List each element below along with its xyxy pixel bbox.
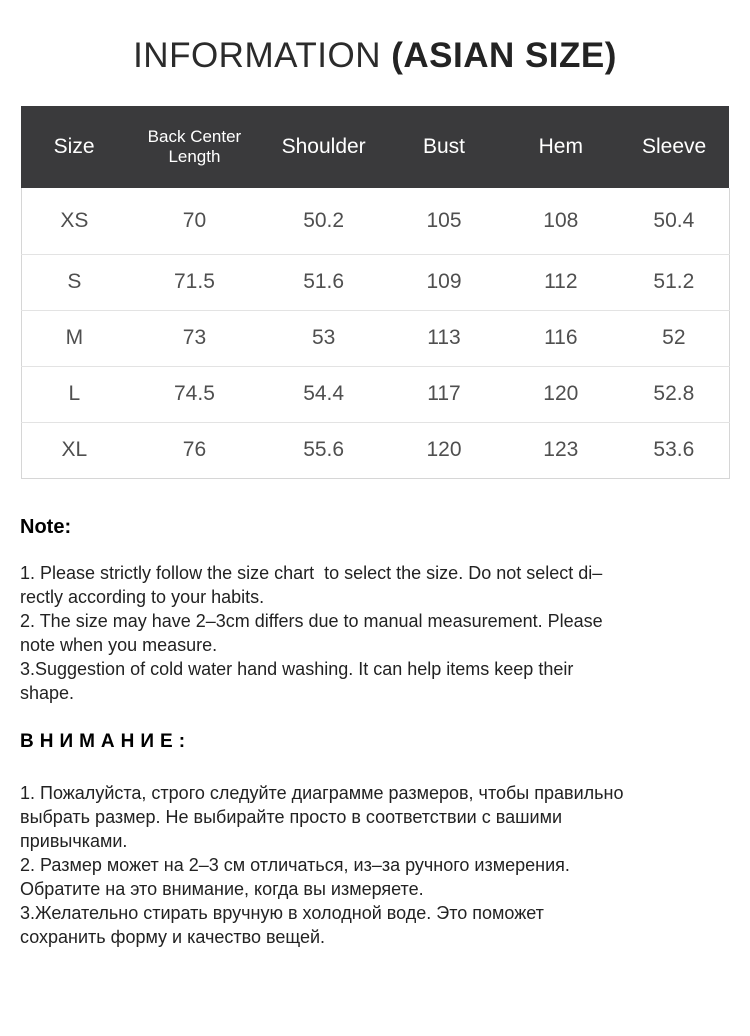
- cell-xs-size: XS: [20, 188, 128, 255]
- size-info-page: INFORMATION (ASIAN SIZE) Size Back Cente…: [0, 36, 750, 949]
- page-title: INFORMATION (ASIAN SIZE): [20, 36, 730, 76]
- cell-xl-sleeve: 53.6: [619, 422, 730, 479]
- cell-m-back-center-length: 73: [127, 310, 262, 367]
- cell-l-back-center-length: 74.5: [127, 366, 262, 423]
- cell-xl-hem: 123: [502, 422, 620, 479]
- header-cell-bust: Bust: [385, 106, 503, 188]
- cell-xl-shoulder: 55.6: [261, 422, 386, 479]
- cell-m-hem: 116: [502, 310, 620, 367]
- page-title-bold: (ASIAN SIZE): [391, 36, 617, 75]
- cell-xl-back-center-length: 76: [127, 422, 262, 479]
- cell-xs-hem: 108: [502, 188, 620, 255]
- table-row-xl: XL 76 55.6 120 123 53.6: [20, 422, 730, 479]
- cell-m-shoulder: 53: [261, 310, 386, 367]
- cell-m-bust: 113: [385, 310, 503, 367]
- cell-xl-bust: 120: [385, 422, 503, 479]
- header-cell-hem: Hem: [502, 106, 620, 188]
- note-item-2: 2. The size may have 2–3cm differs due t…: [20, 610, 603, 655]
- cell-l-hem: 120: [502, 366, 620, 423]
- attention-item-3: 3.Желательно стирать вручную в холодной …: [20, 902, 544, 947]
- cell-l-bust: 117: [385, 366, 503, 423]
- page-title-regular: INFORMATION: [133, 36, 392, 75]
- cell-l-size: L: [20, 366, 128, 423]
- attention-item-2: 2. Размер может на 2–3 см отличаться, из…: [20, 854, 570, 899]
- note-heading: Note:: [20, 515, 72, 538]
- header-cell-sleeve: Sleeve: [619, 106, 729, 188]
- cell-m-size: M: [20, 310, 128, 367]
- header-cell-size: Size: [21, 106, 128, 188]
- cell-s-size: S: [20, 254, 128, 311]
- header-cell-shoulder: Shoulder: [261, 106, 386, 188]
- attention-item-1: 1. Пожалуйста, строго следуйте диаграмме…: [20, 782, 624, 851]
- cell-s-shoulder: 51.6: [261, 254, 386, 311]
- header-row: Size Back Center Length Shoulder Bust He…: [21, 106, 729, 188]
- cell-l-sleeve: 52.8: [619, 366, 730, 423]
- cell-s-back-center-length: 71.5: [127, 254, 262, 311]
- cell-xs-back-center-length: 70: [127, 188, 262, 255]
- cell-xs-bust: 105: [385, 188, 503, 255]
- header-cell-back-center-length: Back Center Length: [127, 106, 262, 188]
- size-chart-body: XS 70 50.2 105 108 50.4 S 71.5 51.6 109 …: [20, 188, 730, 479]
- size-chart-table: Size Back Center Length Shoulder Bust He…: [20, 106, 730, 479]
- note-section: Note: 1. Please strictly follow the size…: [20, 516, 730, 705]
- attention-heading: ВНИМАНИЕ:: [20, 730, 192, 752]
- cell-m-sleeve: 52: [619, 310, 730, 367]
- cell-xl-size: XL: [20, 422, 128, 479]
- attention-section: ВНИМАНИЕ: 1. Пожалуйста, строго следуйте…: [20, 731, 730, 949]
- cell-l-shoulder: 54.4: [261, 366, 386, 423]
- note-item-3: 3.Suggestion of cold water hand washing.…: [20, 658, 574, 703]
- table-row-xs: XS 70 50.2 105 108 50.4: [20, 188, 730, 255]
- note-item-1: 1. Please strictly follow the size chart…: [20, 562, 603, 607]
- size-chart-header: Size Back Center Length Shoulder Bust He…: [21, 106, 729, 188]
- cell-s-bust: 109: [385, 254, 503, 311]
- table-row-l: L 74.5 54.4 117 120 52.8: [20, 366, 730, 423]
- cell-xs-sleeve: 50.4: [619, 188, 730, 255]
- table-row-m: M 73 53 113 116 52: [20, 310, 730, 367]
- table-row-s: S 71.5 51.6 109 112 51.2: [20, 254, 730, 311]
- cell-xs-shoulder: 50.2: [261, 188, 386, 255]
- cell-s-hem: 112: [502, 254, 620, 311]
- cell-s-sleeve: 51.2: [619, 254, 730, 311]
